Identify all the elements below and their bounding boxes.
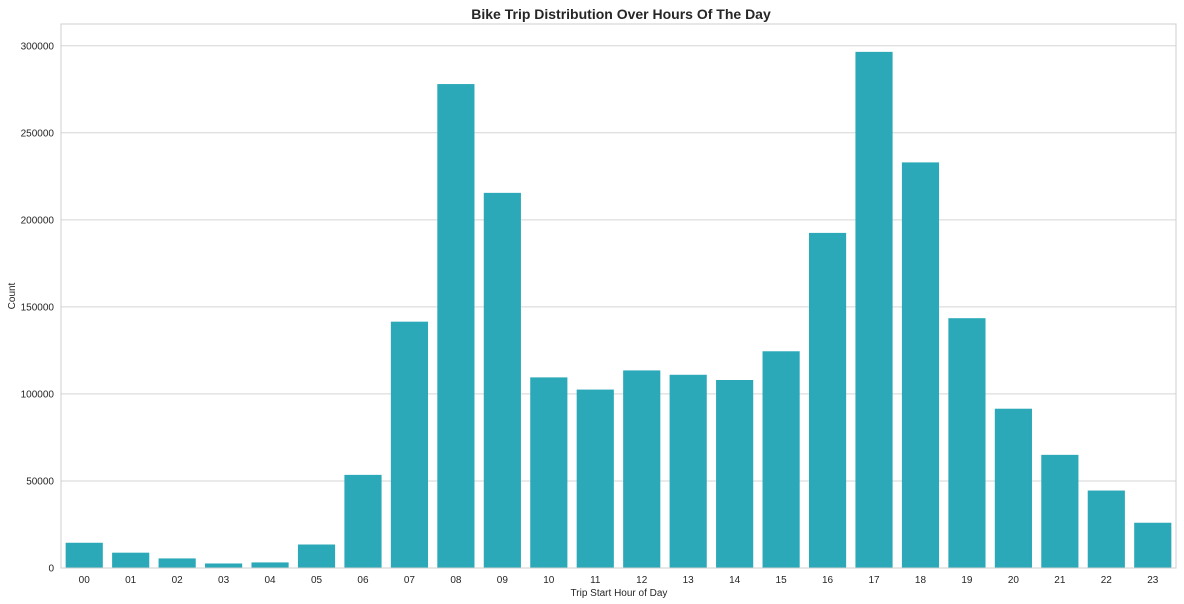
y-tick-label: 50000 bbox=[26, 476, 54, 487]
bar-11 bbox=[576, 389, 614, 568]
bar-08 bbox=[437, 84, 475, 568]
bar-07 bbox=[390, 321, 429, 568]
bar-05 bbox=[297, 544, 336, 568]
x-tick-label: 20 bbox=[1008, 575, 1020, 586]
bar-21 bbox=[1041, 454, 1079, 568]
bar-14 bbox=[716, 379, 754, 568]
y-tick-label: 100000 bbox=[21, 389, 55, 400]
x-tick-label: 15 bbox=[776, 575, 788, 586]
x-tick-label: 11 bbox=[590, 575, 601, 586]
x-tick-label: 14 bbox=[729, 575, 741, 586]
x-tick-label: 00 bbox=[79, 575, 91, 586]
bar-09 bbox=[483, 192, 521, 568]
bar-12 bbox=[623, 370, 661, 568]
x-tick-label: 04 bbox=[265, 575, 277, 586]
x-tick-label: 19 bbox=[961, 575, 973, 586]
y-tick-label: 300000 bbox=[21, 41, 55, 52]
x-tick-label: 12 bbox=[636, 575, 648, 586]
x-tick-label: 10 bbox=[543, 575, 555, 586]
bar-18 bbox=[901, 162, 940, 568]
x-tick-label: 17 bbox=[868, 575, 880, 586]
y-axis-title: Count bbox=[7, 282, 18, 309]
x-tick-label: 23 bbox=[1147, 575, 1159, 586]
bar-19 bbox=[948, 318, 986, 568]
plot-frame bbox=[60, 23, 1177, 569]
x-tick-label: 21 bbox=[1054, 575, 1066, 586]
bar-00 bbox=[65, 542, 103, 568]
x-tick-label: 16 bbox=[822, 575, 834, 586]
x-tick-label: 18 bbox=[915, 575, 927, 586]
x-tick-label: 13 bbox=[683, 575, 695, 586]
bars bbox=[65, 51, 1172, 569]
x-tick-label: 06 bbox=[357, 575, 369, 586]
x-tick-label: 05 bbox=[311, 575, 323, 586]
x-tick-label: 07 bbox=[404, 575, 416, 586]
x-tick-label: 22 bbox=[1101, 575, 1113, 586]
bar-03 bbox=[205, 563, 243, 568]
chart-title: Bike Trip Distribution Over Hours Of The… bbox=[471, 6, 771, 22]
x-axis-title: Trip Start Hour of Day bbox=[571, 588, 668, 599]
gridlines bbox=[61, 45, 1176, 569]
bar-17 bbox=[855, 51, 893, 569]
y-tick-labels: 0 50000 100000 150000 200000 250000 300000 bbox=[21, 41, 55, 574]
x-tick-label: 09 bbox=[497, 575, 509, 586]
bar-15 bbox=[762, 351, 800, 568]
bar-13 bbox=[669, 374, 707, 568]
bar-16 bbox=[808, 232, 847, 568]
y-tick-label: 0 bbox=[48, 564, 54, 575]
y-tick-label: 150000 bbox=[21, 302, 55, 313]
y-tick-label: 250000 bbox=[21, 128, 55, 139]
x-tick-label: 01 bbox=[125, 575, 137, 586]
bar-23 bbox=[1134, 522, 1172, 568]
x-tick-labels: 00 01 02 03 04 05 06 07 08 09 10 11 12 13 14 15 16 17 18 19… bbox=[79, 575, 1159, 586]
x-tick-label: 02 bbox=[172, 575, 184, 586]
bar-06 bbox=[344, 474, 382, 568]
bar-20 bbox=[994, 408, 1032, 568]
bar-10 bbox=[530, 377, 568, 568]
bar-01 bbox=[112, 552, 150, 568]
bar-22 bbox=[1087, 490, 1125, 568]
bar-04 bbox=[251, 562, 289, 568]
y-tick-label: 200000 bbox=[21, 215, 55, 226]
x-tick-label: 08 bbox=[450, 575, 462, 586]
bar-02 bbox=[158, 558, 196, 568]
x-tick-label: 03 bbox=[218, 575, 230, 586]
